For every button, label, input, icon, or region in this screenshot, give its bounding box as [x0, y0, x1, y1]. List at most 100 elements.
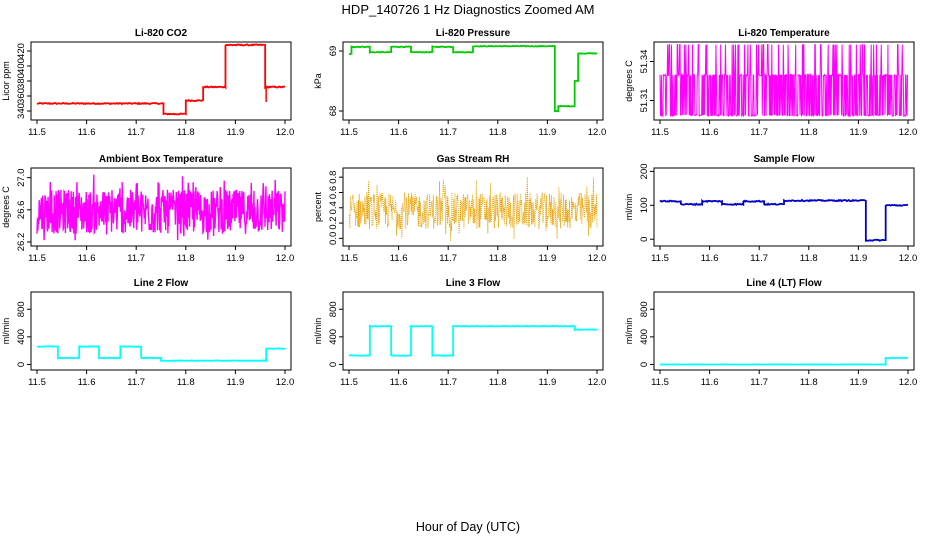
plot-frame — [342, 167, 604, 247]
x-tick-label: 11.7 — [439, 253, 457, 264]
y-tick-label: 69 — [328, 46, 339, 57]
y-tick-label: 100 — [639, 197, 650, 213]
y-axis-label: kPa — [313, 73, 323, 89]
series-line — [36, 43, 286, 116]
x-tick-label: 11.5 — [28, 377, 46, 388]
y-tick-label: 400 — [16, 329, 27, 345]
y-tick-label: 26.6 — [16, 201, 27, 220]
plot-frame — [653, 41, 915, 121]
x-tick-label: 11.5 — [340, 127, 358, 138]
chart-panel: Line 2 Flow 11.5 11.6 11.7 11.8 11.9 12.0 0 400 8… — [1, 278, 294, 388]
y-axis-label: percent — [313, 191, 323, 222]
x-tick-label: 12.0 — [899, 127, 918, 138]
x-tick-label: 11.6 — [701, 127, 719, 138]
x-tick-label: 11.5 — [28, 253, 46, 264]
panel-title: Line 2 Flow — [134, 278, 189, 289]
panel-title: Ambient Box Temperature — [99, 154, 224, 165]
plot-frame — [653, 167, 915, 247]
y-tick-label: 0.0 — [328, 232, 339, 245]
y-tick-label: 0.4 — [328, 201, 339, 214]
figure-x-axis-label: Hour of Day (UTC) — [416, 520, 520, 534]
x-tick-label: 11.9 — [539, 253, 557, 264]
y-axis-label: degrees C — [624, 60, 634, 102]
y-tick-label: 0 — [639, 237, 650, 242]
panel-title: Li-820 CO2 — [135, 28, 188, 39]
x-tick-label: 11.6 — [390, 377, 408, 388]
data-layer — [348, 177, 598, 242]
y-tick-label: 340 — [16, 103, 27, 119]
plot-frame — [30, 167, 292, 247]
x-tick-label: 12.0 — [276, 377, 295, 388]
x-tick-label: 12.0 — [276, 127, 295, 138]
x-tick-label: 11.6 — [78, 253, 96, 264]
plot-frame — [30, 41, 292, 121]
panel-title: Sample Flow — [753, 154, 814, 165]
x-tick-label: 11.5 — [340, 253, 358, 264]
series-line — [348, 324, 598, 358]
panel-title: Gas Stream RH — [437, 154, 510, 165]
x-tick-label: 11.6 — [701, 377, 719, 388]
data-layer — [36, 345, 286, 363]
data-layer — [36, 43, 286, 116]
x-tick-label: 12.0 — [276, 253, 295, 264]
x-tick-label: 11.7 — [750, 253, 768, 264]
figure-title: HDP_140726 1 Hz Diagnostics Zoomed AM — [342, 2, 595, 17]
data-layer — [348, 44, 598, 113]
x-tick-label: 11.8 — [800, 253, 818, 264]
chart-panel: Li-820 Pressure 11.5 11.6 11.7 11.8 11.9 12.0 6… — [313, 28, 606, 138]
y-tick-label: 380 — [16, 73, 27, 89]
y-tick-label: 0 — [16, 362, 27, 367]
series-line — [659, 356, 909, 366]
y-tick-label: 0 — [328, 362, 339, 367]
x-tick-label: 12.0 — [588, 253, 607, 264]
chart-panel: Line 4 (LT) Flow 11.5 11.6 11.7 11.8 11.9 12.0… — [624, 278, 917, 388]
x-tick-label: 11.5 — [651, 253, 669, 264]
x-tick-label: 11.7 — [750, 377, 768, 388]
y-axis-label: ml/min — [1, 318, 11, 345]
y-tick-label: 51.34 — [639, 50, 650, 74]
x-tick-label: 11.7 — [439, 127, 457, 138]
panel-title: Li-820 Pressure — [436, 28, 511, 39]
y-tick-label: 400 — [639, 329, 650, 345]
data-layer — [659, 198, 909, 242]
y-tick-label: 0 — [639, 362, 650, 367]
y-tick-label: 800 — [16, 301, 27, 317]
x-tick-label: 11.8 — [489, 253, 507, 264]
x-tick-label: 11.6 — [78, 377, 96, 388]
data-layer — [348, 324, 598, 358]
x-tick-label: 11.8 — [800, 377, 818, 388]
x-tick-label: 11.8 — [489, 127, 507, 138]
y-tick-label: 800 — [639, 301, 650, 317]
chart-panel: Ambient Box Temperature 11.5 11.6 11.7 11.8 1… — [1, 154, 294, 264]
y-tick-label: 420 — [16, 43, 27, 59]
x-tick-label: 11.9 — [539, 377, 557, 388]
chart-panel: Gas Stream RH 11.5 11.6 11.7 11.8 11.9 12.0 0.0… — [313, 154, 606, 264]
y-tick-label: 26.2 — [16, 233, 27, 252]
chart-panel: Sample Flow 11.5 11.6 11.7 11.8 11.9 12.0 0 100 2… — [624, 154, 917, 264]
x-tick-label: 11.5 — [28, 127, 46, 138]
x-tick-label: 11.9 — [227, 377, 245, 388]
plot-frame — [342, 291, 604, 371]
y-axis-label: degrees C — [1, 186, 11, 228]
panel-title: Li-820 Temperature — [738, 28, 830, 39]
x-tick-label: 11.6 — [78, 127, 96, 138]
y-tick-label: 360 — [16, 88, 27, 104]
x-tick-label: 12.0 — [588, 377, 607, 388]
x-tick-label: 11.6 — [701, 253, 719, 264]
plot-frame — [30, 291, 292, 371]
x-tick-label: 11.5 — [651, 377, 669, 388]
y-tick-label: 800 — [328, 301, 339, 317]
series-line — [36, 174, 286, 241]
y-tick-label: 0.8 — [328, 171, 339, 184]
series-line — [659, 44, 909, 118]
x-tick-label: 11.9 — [850, 127, 868, 138]
x-tick-label: 11.9 — [850, 253, 868, 264]
y-tick-label: 27.0 — [16, 168, 27, 187]
y-tick-label: 0.2 — [328, 216, 339, 229]
x-tick-label: 11.8 — [177, 253, 195, 264]
y-axis-label: ml/min — [624, 194, 634, 221]
x-tick-label: 11.6 — [390, 253, 408, 264]
x-tick-label: 12.0 — [899, 377, 918, 388]
x-tick-label: 11.6 — [390, 127, 408, 138]
x-tick-label: 11.7 — [750, 127, 768, 138]
